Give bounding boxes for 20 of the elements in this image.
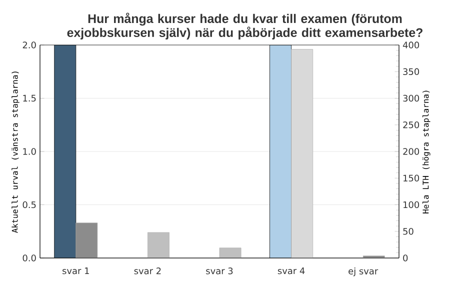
x-tick-label: ej svar (348, 268, 378, 276)
x-tick-label: svar 2 (134, 268, 161, 274)
y2-tick-label: 100 (404, 201, 420, 208)
y2-tick-label: 400 (402, 42, 420, 48)
y2-tick-label: 50 (403, 228, 414, 235)
chart-title: Hur många kurser hade du kvar till examen (förutom exjobbskursen själv) när du påbörjade ditt examensarbete? (67, 12, 422, 40)
y2-tick-label: 150 (404, 174, 420, 182)
y2-tick-label: 200 (403, 148, 420, 155)
y-tick-label: 1.0 (23, 148, 36, 155)
y-tick-label: 1.5 (23, 94, 36, 102)
y2-tick-label: 350 (403, 68, 420, 76)
y-tick-label: 0.5 (22, 201, 36, 208)
x-tick-label: svar 3 (206, 268, 233, 274)
y2-tick-label: 300 (403, 94, 420, 102)
y2-tick-label: 250 (403, 121, 420, 128)
x-tick-label: svar 4 (278, 268, 305, 274)
y2-tick-label: 0 (403, 254, 408, 262)
y-tick-label: 2.0 (22, 42, 36, 48)
x-tick-label: svar 1 (62, 268, 89, 274)
y-tick-label: 0.0 (22, 254, 36, 262)
